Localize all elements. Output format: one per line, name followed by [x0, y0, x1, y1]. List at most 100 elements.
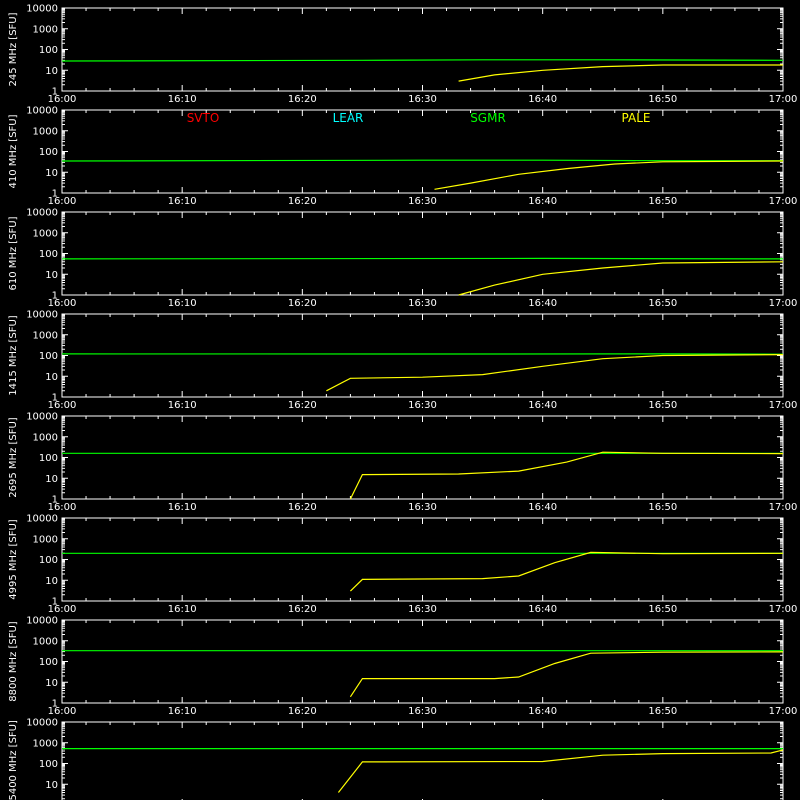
x-tick-label: 17:00 [769, 706, 798, 717]
panel-4995-mhz: 1 10 100 1000 10000 4995 MHz [SFU] 16:00 16:10 1… [8, 514, 797, 616]
x-tick-label: 16:00 [48, 502, 77, 513]
x-tick-label: 16:50 [648, 298, 677, 309]
x-tick-label: 16:20 [288, 604, 317, 615]
y-tick-label: 1 [52, 393, 58, 404]
panel-610-mhz: 1 10 100 1000 10000 610 MHz [SFU] 16:00 16:10 16… [8, 208, 797, 310]
x-tick-label: 16:20 [288, 94, 317, 105]
y-tick-label: 1000 [33, 738, 58, 749]
series-sgmr [61, 257, 784, 260]
y-axis-label: 245 MHz [SFU] [8, 12, 19, 86]
panel-245-mhz: 1 10 100 1000 10000 245 MHz [SFU] 16:00 16:10 16… [8, 4, 797, 106]
y-tick-label: 1 [52, 699, 58, 710]
plot-frame [61, 109, 784, 194]
x-tick-label: 16:10 [168, 94, 197, 105]
y-axis-label: 15400 MHz [SFU] [8, 720, 19, 800]
y-tick-label: 10 [45, 372, 58, 383]
y-axis-label: 4995 MHz [SFU] [8, 519, 19, 600]
x-tick-label: 16:00 [48, 94, 77, 105]
legend-pale: PALE [622, 111, 651, 125]
y-tick-label: 100 [39, 249, 58, 260]
x-tick-label: 16:50 [648, 706, 677, 717]
y-tick-label: 1000 [33, 330, 58, 341]
legend-lear: LEAR [333, 111, 364, 125]
x-tick-label: 16:00 [48, 298, 77, 309]
x-tick-label: 16:00 [48, 400, 77, 411]
x-tick-label: 16:00 [48, 604, 77, 615]
y-axis-label: 410 MHz [SFU] [8, 114, 19, 188]
x-tick-label: 16:50 [648, 94, 677, 105]
y-tick-label: 100 [39, 147, 58, 158]
x-tick-label: 16:30 [408, 502, 437, 513]
series-sgmr [61, 159, 783, 162]
series-pale [458, 261, 784, 296]
x-tick-label: 16:50 [648, 604, 677, 615]
y-axis-label: 610 MHz [SFU] [8, 216, 19, 290]
y-tick-label: 1 [52, 87, 58, 98]
y-tick-label: 10000 [26, 310, 58, 321]
panel-2695-mhz: 1 10 100 1000 10000 2695 MHz [SFU] 16:00 16:10 1… [8, 412, 797, 514]
y-tick-label: 100 [39, 657, 58, 668]
y-tick-label: 1000 [33, 432, 58, 443]
y-tick-label: 1 [52, 189, 58, 200]
x-tick-label: 16:40 [528, 94, 557, 105]
y-tick-label: 100 [39, 453, 58, 464]
y-tick-label: 1000 [33, 126, 58, 137]
series-pale [337, 749, 784, 793]
panel-410-mhz: 1 10 100 1000 10000 410 MHz [SFU] 16:00 16:10 16… [8, 106, 797, 208]
y-tick-label: 10 [45, 780, 58, 791]
panel-15400-mhz: 11010010001000015400 MHz [SFU]16:0016:10… [8, 718, 784, 800]
y-tick-label: 10 [45, 474, 58, 485]
y-tick-label: 1000 [33, 228, 58, 239]
x-tick-label: 16:20 [288, 706, 317, 717]
series-pale [349, 551, 784, 592]
x-tick-label: 17:00 [769, 196, 798, 207]
series-pale [434, 160, 784, 190]
x-tick-label: 17:00 [769, 604, 798, 615]
y-axis-label: 1415 MHz [SFU] [8, 315, 19, 396]
x-tick-label: 16:30 [408, 94, 437, 105]
y-tick-label: 10 [45, 66, 58, 77]
y-tick-label: 1 [52, 291, 58, 302]
y-tick-label: 10 [45, 168, 58, 179]
y-tick-label: 1 [52, 597, 58, 608]
x-tick-label: 16:30 [408, 706, 437, 717]
x-tick-label: 16:00 [48, 706, 77, 717]
x-tick-label: 17:00 [769, 94, 798, 105]
y-tick-label: 100 [39, 45, 58, 56]
x-tick-label: 16:50 [648, 400, 677, 411]
x-tick-label: 16:40 [528, 400, 557, 411]
x-tick-label: 16:20 [288, 196, 317, 207]
x-tick-label: 16:10 [168, 604, 197, 615]
x-tick-label: 16:10 [168, 400, 197, 411]
x-tick-label: 16:00 [48, 196, 77, 207]
x-tick-label: 16:30 [408, 196, 437, 207]
x-tick-label: 16:20 [288, 502, 317, 513]
y-axis-label: 8800 MHz [SFU] [8, 621, 19, 702]
y-tick-label: 1000 [33, 24, 58, 35]
series-pale [349, 451, 784, 500]
y-tick-label: 10 [45, 576, 58, 587]
y-tick-label: 10000 [26, 616, 58, 627]
x-tick-label: 16:40 [528, 502, 557, 513]
series-pale [349, 651, 784, 698]
y-tick-label: 10 [45, 270, 58, 281]
x-tick-label: 16:50 [648, 196, 677, 207]
plot-frame [61, 517, 784, 602]
y-tick-label: 10000 [26, 718, 58, 729]
plot-frame [61, 721, 784, 800]
y-tick-label: 10000 [26, 514, 58, 525]
x-tick-label: 17:00 [769, 400, 798, 411]
y-tick-label: 10000 [26, 208, 58, 219]
x-tick-label: 17:00 [769, 502, 798, 513]
y-axis-label: 2695 MHz [SFU] [8, 417, 19, 498]
plot-frame [61, 619, 784, 704]
y-tick-label: 1000 [33, 534, 58, 545]
y-tick-label: 10000 [26, 4, 58, 15]
y-tick-label: 1 [52, 495, 58, 506]
series-sgmr [61, 59, 784, 62]
plot-frame [61, 211, 784, 296]
x-tick-label: 16:10 [168, 502, 197, 513]
plot-frame [61, 7, 784, 92]
legend-sgmr: SGMR [470, 111, 506, 125]
